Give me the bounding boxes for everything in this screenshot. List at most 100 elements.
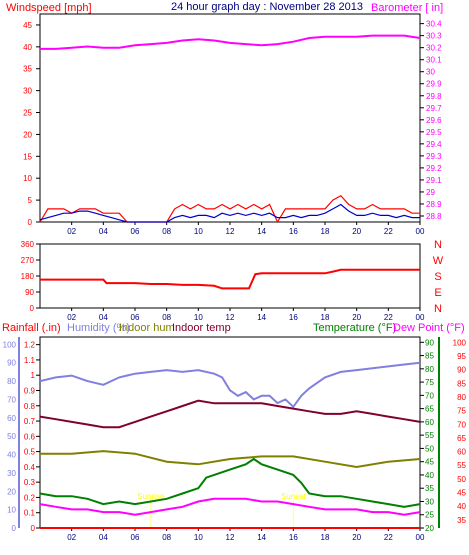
humidity-y-tick-label: 100 (3, 340, 17, 349)
barometer-axis-label: Barometer [ in] (371, 2, 443, 14)
direction-y-tick-label: 0 (30, 304, 35, 313)
humidity-axis-label: Humidity (%) (67, 322, 130, 334)
rain-y-tick-label: 0.7 (24, 417, 36, 426)
direction-y-tick-label: 360 (21, 240, 35, 249)
humidity-y-tick-label: 80 (7, 377, 16, 386)
dewpoint-y-tick-label: 90 (457, 366, 466, 375)
temp-x-tick-label: 10 (194, 533, 203, 542)
temp-y-tick-label: 35 (425, 484, 434, 493)
sun-marker-label: Sunset (281, 492, 307, 501)
baro-y-tick-label: 29.8 (426, 92, 442, 101)
temp-y-tick-label: 65 (425, 405, 434, 414)
direction-plot-frame (39, 243, 421, 309)
baro-y-tick-label: 30.4 (426, 20, 442, 29)
dewpoint-y-tick-label: 75 (457, 407, 466, 416)
humidity-y-tick-label: 50 (7, 432, 16, 441)
rain-y-tick-label: 0.8 (24, 402, 36, 411)
wind-gust-series-line (39, 194, 420, 224)
wind-y-tick-label: 20 (23, 130, 32, 139)
temp-y-tick-label: 45 (425, 458, 434, 467)
temp-y-tick-label: 75 (425, 378, 434, 387)
wind-x-tick-label: 18 (321, 227, 330, 236)
direction-x-tick-label: 20 (352, 313, 361, 322)
rain-y-tick-label: 0.2 (24, 493, 36, 502)
wind-barometer-panel: 0 5 10 15 20 25 30 35 40 45 28.8 28.9 29 29.1 29.2 29.3… (23, 13, 442, 236)
humidity-y-tick-label: 90 (7, 359, 16, 368)
direction-y-tick-label: 180 (21, 272, 35, 281)
baro-y-tick-label: 29.6 (426, 116, 442, 125)
dewpoint-y-tick-label: 100 (453, 338, 467, 347)
humidity-y-tick-label: 30 (7, 469, 16, 478)
temp-x-tick-label: 02 (67, 533, 76, 542)
direction-x-tick-label: 18 (321, 313, 330, 322)
dewpoint-y-tick-label: 70 (457, 420, 466, 429)
humidity-y-tick-label: 0 (12, 524, 17, 533)
indoor-temp-series-line (39, 399, 421, 429)
dewpoint-y-tick-label: 35 (457, 516, 466, 525)
wind-x-tick-label: 14 (257, 227, 266, 236)
wind-y-tick-label: 25 (23, 109, 32, 118)
wind-plot-frame (39, 13, 421, 223)
rain-y-tick-label: 0.9 (24, 386, 36, 395)
dewpoint-series-line (39, 497, 421, 516)
rain-y-tick-label: 0.4 (24, 463, 36, 472)
temp-x-tick-label: 20 (352, 533, 361, 542)
baro-y-tick-label: 30.2 (426, 44, 442, 53)
temp-x-tick-label: 12 (226, 533, 235, 542)
baro-y-tick-label: 29.3 (426, 152, 442, 161)
dewpoint-axis-label: Dew Point (°F) (393, 322, 465, 334)
temp-y-tick-label: 50 (425, 444, 434, 453)
temp-x-tick-label: 22 (384, 533, 393, 542)
baro-y-tick-label: 29.9 (426, 80, 442, 89)
wind-x-tick-label: 02 (67, 227, 76, 236)
indoor-hum-series-line (40, 450, 421, 469)
sun-marker-label: Sunrise (137, 492, 165, 501)
temperature-axis-label: Temperature (°F) (313, 322, 396, 334)
wind-x-tick-label: 22 (384, 227, 393, 236)
wind-y-tick-label: 30 (23, 87, 32, 96)
rain-y-tick-label: 0.3 (24, 478, 36, 487)
humidity-y-tick-label: 40 (7, 451, 16, 460)
baro-y-tick-label: 29.7 (426, 104, 442, 113)
wind-y-tick-label: 15 (23, 152, 32, 161)
compass-label: N (434, 239, 442, 251)
rain-y-tick-label: 0.6 (24, 432, 36, 441)
temp-x-tick-label: 06 (131, 533, 140, 542)
wind-direction-series-line (40, 268, 420, 290)
dewpoint-y-tick-label: 55 (457, 461, 466, 470)
temp-x-tick-label: 18 (321, 533, 330, 542)
direction-x-tick-label: 14 (257, 313, 266, 322)
dewpoint-y-tick-label: 60 (457, 448, 466, 457)
baro-y-tick-label: 30.1 (426, 56, 442, 65)
baro-y-tick-label: 29.2 (426, 164, 442, 173)
temp-x-tick-label: 00 (416, 533, 425, 542)
temp-y-tick-label: 80 (425, 365, 434, 374)
temp-x-tick-label: 16 (289, 533, 298, 542)
temp-x-tick-label: 08 (162, 533, 171, 542)
temp-x-tick-label: 14 (257, 533, 266, 542)
humidity-y-tick-label: 20 (7, 487, 16, 496)
compass-label: S (434, 271, 441, 283)
rain-y-tick-label: 0 (31, 524, 36, 533)
compass-label: W (433, 255, 444, 267)
compass-label: N (434, 303, 442, 315)
rain-y-tick-label: 0.1 (24, 509, 36, 518)
temperature-humidity-panel: 010203040506070809010000.10.20.30.40.50.… (3, 336, 467, 542)
baro-y-tick-label: 29.5 (426, 128, 442, 137)
wind-y-tick-label: 35 (23, 65, 32, 74)
wind-x-tick-label: 20 (352, 227, 361, 236)
direction-x-tick-label: 08 (162, 313, 171, 322)
dewpoint-y-tick-label: 50 (457, 475, 466, 484)
dewpoint-y-tick-label: 95 (457, 352, 466, 361)
compass-label: E (434, 287, 441, 299)
temp-y-tick-label: 30 (425, 497, 434, 506)
wind-y-tick-label: 0 (28, 218, 33, 227)
temp-y-tick-label: 25 (425, 511, 434, 520)
wind-y-tick-label: 5 (28, 196, 33, 205)
temp-x-tick-label: 04 (99, 533, 108, 542)
wind-x-tick-label: 06 (131, 227, 140, 236)
wind-x-tick-label: 12 (226, 227, 235, 236)
direction-x-tick-label: 16 (289, 313, 298, 322)
